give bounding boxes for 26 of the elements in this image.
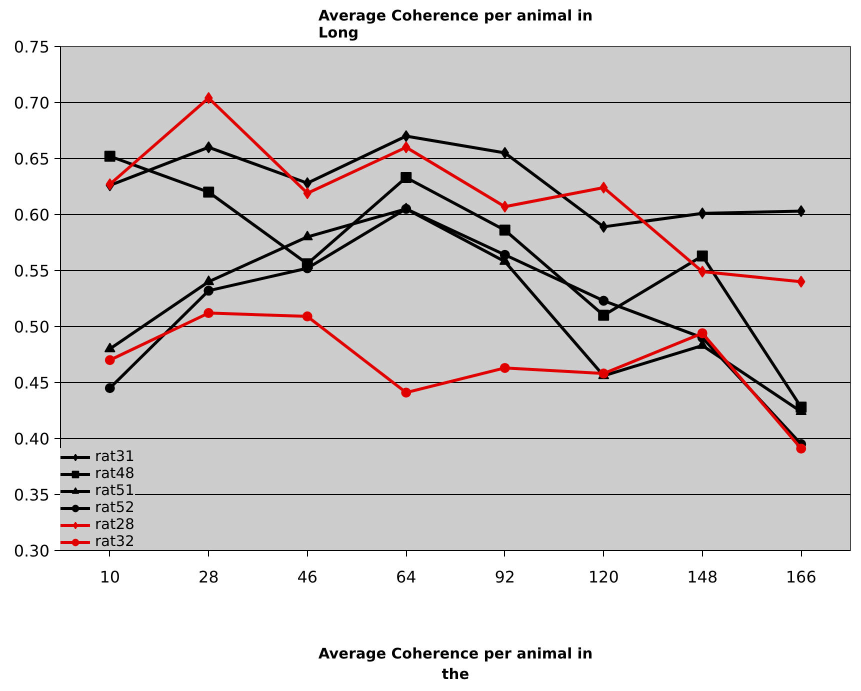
legend-label: rat31 <box>95 448 135 465</box>
x-tick-label: 46 <box>297 568 318 586</box>
x-tick-label: 10 <box>100 568 120 586</box>
y-tick-label: 0.60 <box>14 206 50 224</box>
legend-label: rat48 <box>95 465 135 482</box>
y-tick-label: 0.70 <box>14 94 50 112</box>
x-tick-label: 166 <box>786 568 816 586</box>
legend-label: rat52 <box>95 499 135 516</box>
y-tick-label: 0.65 <box>14 150 50 168</box>
x-tick-label: 120 <box>588 568 619 586</box>
x-tick-label: 64 <box>396 568 416 586</box>
y-tick-label: 0.45 <box>14 374 50 392</box>
legend-label: rat32 <box>95 533 135 550</box>
y-tick-label: 0.55 <box>14 262 50 280</box>
y-tick-label: 0.35 <box>14 486 50 504</box>
y-tick-label: 0.40 <box>14 430 50 448</box>
y-tick-label: 0.30 <box>14 542 50 560</box>
x-axis-title: Average Coherence per animal in the <box>318 646 593 683</box>
legend-label: rat28 <box>95 516 135 533</box>
x-tick-label: 148 <box>687 568 718 586</box>
x-tick-label: 92 <box>494 568 516 586</box>
x-tick-label: 28 <box>198 568 219 586</box>
chart-title: Average Coherence per animal in Long <box>318 8 593 42</box>
y-tick-label: 0.50 <box>14 318 50 336</box>
legend-label: rat51 <box>95 482 135 499</box>
y-tick-label: 0.75 <box>14 38 50 56</box>
